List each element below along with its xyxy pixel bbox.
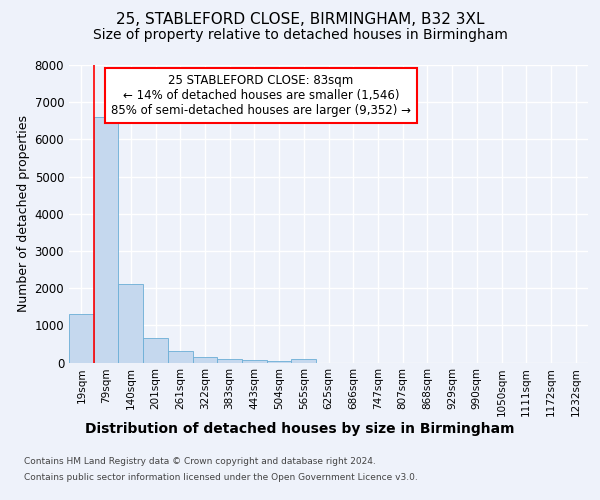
Y-axis label: Number of detached properties: Number of detached properties bbox=[17, 116, 31, 312]
Bar bbox=[217, 359, 242, 362]
Bar bbox=[292, 359, 316, 362]
Bar bbox=[143, 338, 168, 362]
Bar bbox=[267, 360, 292, 362]
Bar bbox=[118, 284, 143, 362]
Text: 25 STABLEFORD CLOSE: 83sqm
← 14% of detached houses are smaller (1,546)
85% of s: 25 STABLEFORD CLOSE: 83sqm ← 14% of deta… bbox=[111, 74, 411, 117]
Text: Contains HM Land Registry data © Crown copyright and database right 2024.: Contains HM Land Registry data © Crown c… bbox=[24, 458, 376, 466]
Bar bbox=[94, 117, 118, 362]
Text: Contains public sector information licensed under the Open Government Licence v3: Contains public sector information licen… bbox=[24, 472, 418, 482]
Bar bbox=[69, 314, 94, 362]
Text: 25, STABLEFORD CLOSE, BIRMINGHAM, B32 3XL: 25, STABLEFORD CLOSE, BIRMINGHAM, B32 3X… bbox=[116, 12, 484, 28]
Bar bbox=[242, 360, 267, 362]
Text: Size of property relative to detached houses in Birmingham: Size of property relative to detached ho… bbox=[92, 28, 508, 42]
Bar bbox=[168, 351, 193, 362]
Bar bbox=[193, 357, 217, 362]
Text: Distribution of detached houses by size in Birmingham: Distribution of detached houses by size … bbox=[85, 422, 515, 436]
